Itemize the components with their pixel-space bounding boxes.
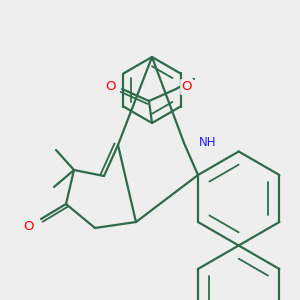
Text: O: O	[24, 220, 34, 232]
Text: NH: NH	[199, 136, 217, 148]
Text: O: O	[182, 80, 192, 94]
Text: O: O	[106, 80, 116, 94]
